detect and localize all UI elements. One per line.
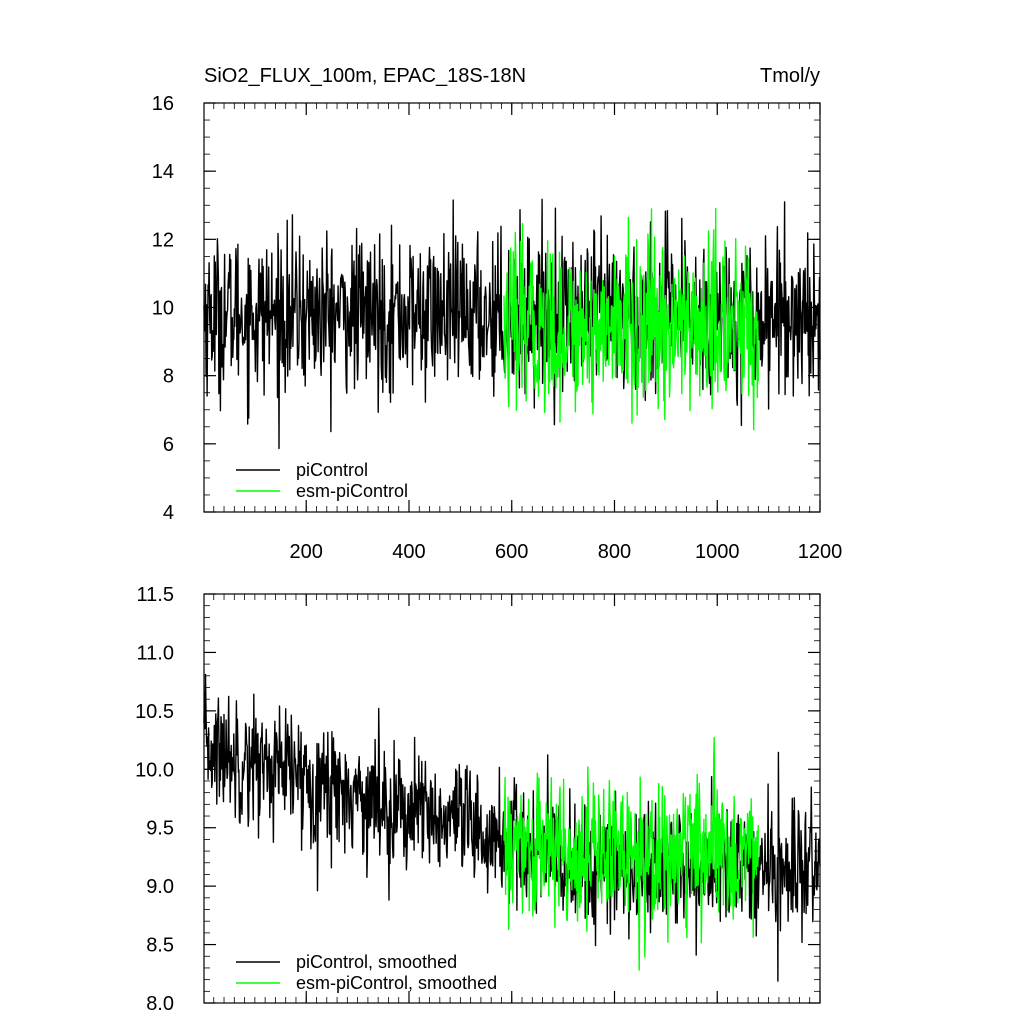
units-label: Tmol/y [760, 65, 820, 87]
legend-label-esm-picontrol: esm-piControl [296, 481, 408, 501]
top-legend: piControl esm-piControl [236, 460, 408, 501]
legend-label-picontrol: piControl [296, 460, 368, 480]
top-panel: SiO2_FLUX_100m, EPAC_18S-18N Tmol/y 4 6 8 1… [152, 65, 843, 563]
x-tick-label: 400 [392, 541, 425, 563]
legend-label-picontrol-smoothed: piControl, smoothed [296, 952, 457, 972]
y-tick-label: 10.5 [135, 701, 174, 723]
chart-title: SiO2_FLUX_100m, EPAC_18S-18N [204, 65, 526, 87]
bottom-panel: 8.0 8.5 9.0 9.5 10.0 10.5 11.0 11.5 piControl, … [135, 584, 821, 1015]
x-tick-label: 800 [598, 541, 631, 563]
y-tick-label: 8.5 [146, 935, 174, 957]
y-tick-label: 14 [152, 161, 174, 183]
y-tick-label: 12 [152, 229, 174, 251]
x-tick-label: 1200 [798, 541, 843, 563]
top-axes: 4 6 8 10 12 14 16 200 400 600 800 1000 1200 [152, 93, 843, 563]
y-tick-label: 4 [163, 502, 174, 524]
series-line-esm-picontrol-smoothed [503, 736, 759, 971]
y-tick-label: 8.0 [146, 993, 174, 1015]
series-line-picontrol [203, 198, 821, 450]
y-tick-label: 11.0 [137, 642, 174, 664]
y-tick-label: 6 [163, 434, 174, 456]
plot-frame [203, 593, 821, 1004]
y-tick-label: 9.5 [146, 818, 174, 840]
x-tick-label: 1000 [695, 541, 740, 563]
series-line-esm-picontrol [503, 207, 759, 431]
top-series-group [203, 198, 821, 450]
y-tick-label: 9.0 [146, 876, 174, 898]
y-tick-label: 10 [152, 298, 174, 320]
x-tick-label: 200 [290, 541, 323, 563]
legend-label-esm-picontrol-smoothed: esm-piControl, smoothed [296, 973, 497, 993]
x-tick-label: 600 [495, 541, 528, 563]
bottom-axes: 8.0 8.5 9.0 9.5 10.0 10.5 11.0 11.5 [135, 584, 821, 1015]
y-tick-label: 10.0 [135, 759, 174, 781]
y-tick-label: 11.5 [137, 584, 174, 606]
y-tick-label: 16 [152, 93, 174, 115]
bottom-series-group [203, 673, 821, 982]
bottom-legend: piControl, smoothed esm-piControl, smoot… [236, 952, 497, 993]
y-tick-label: 8 [163, 366, 174, 388]
